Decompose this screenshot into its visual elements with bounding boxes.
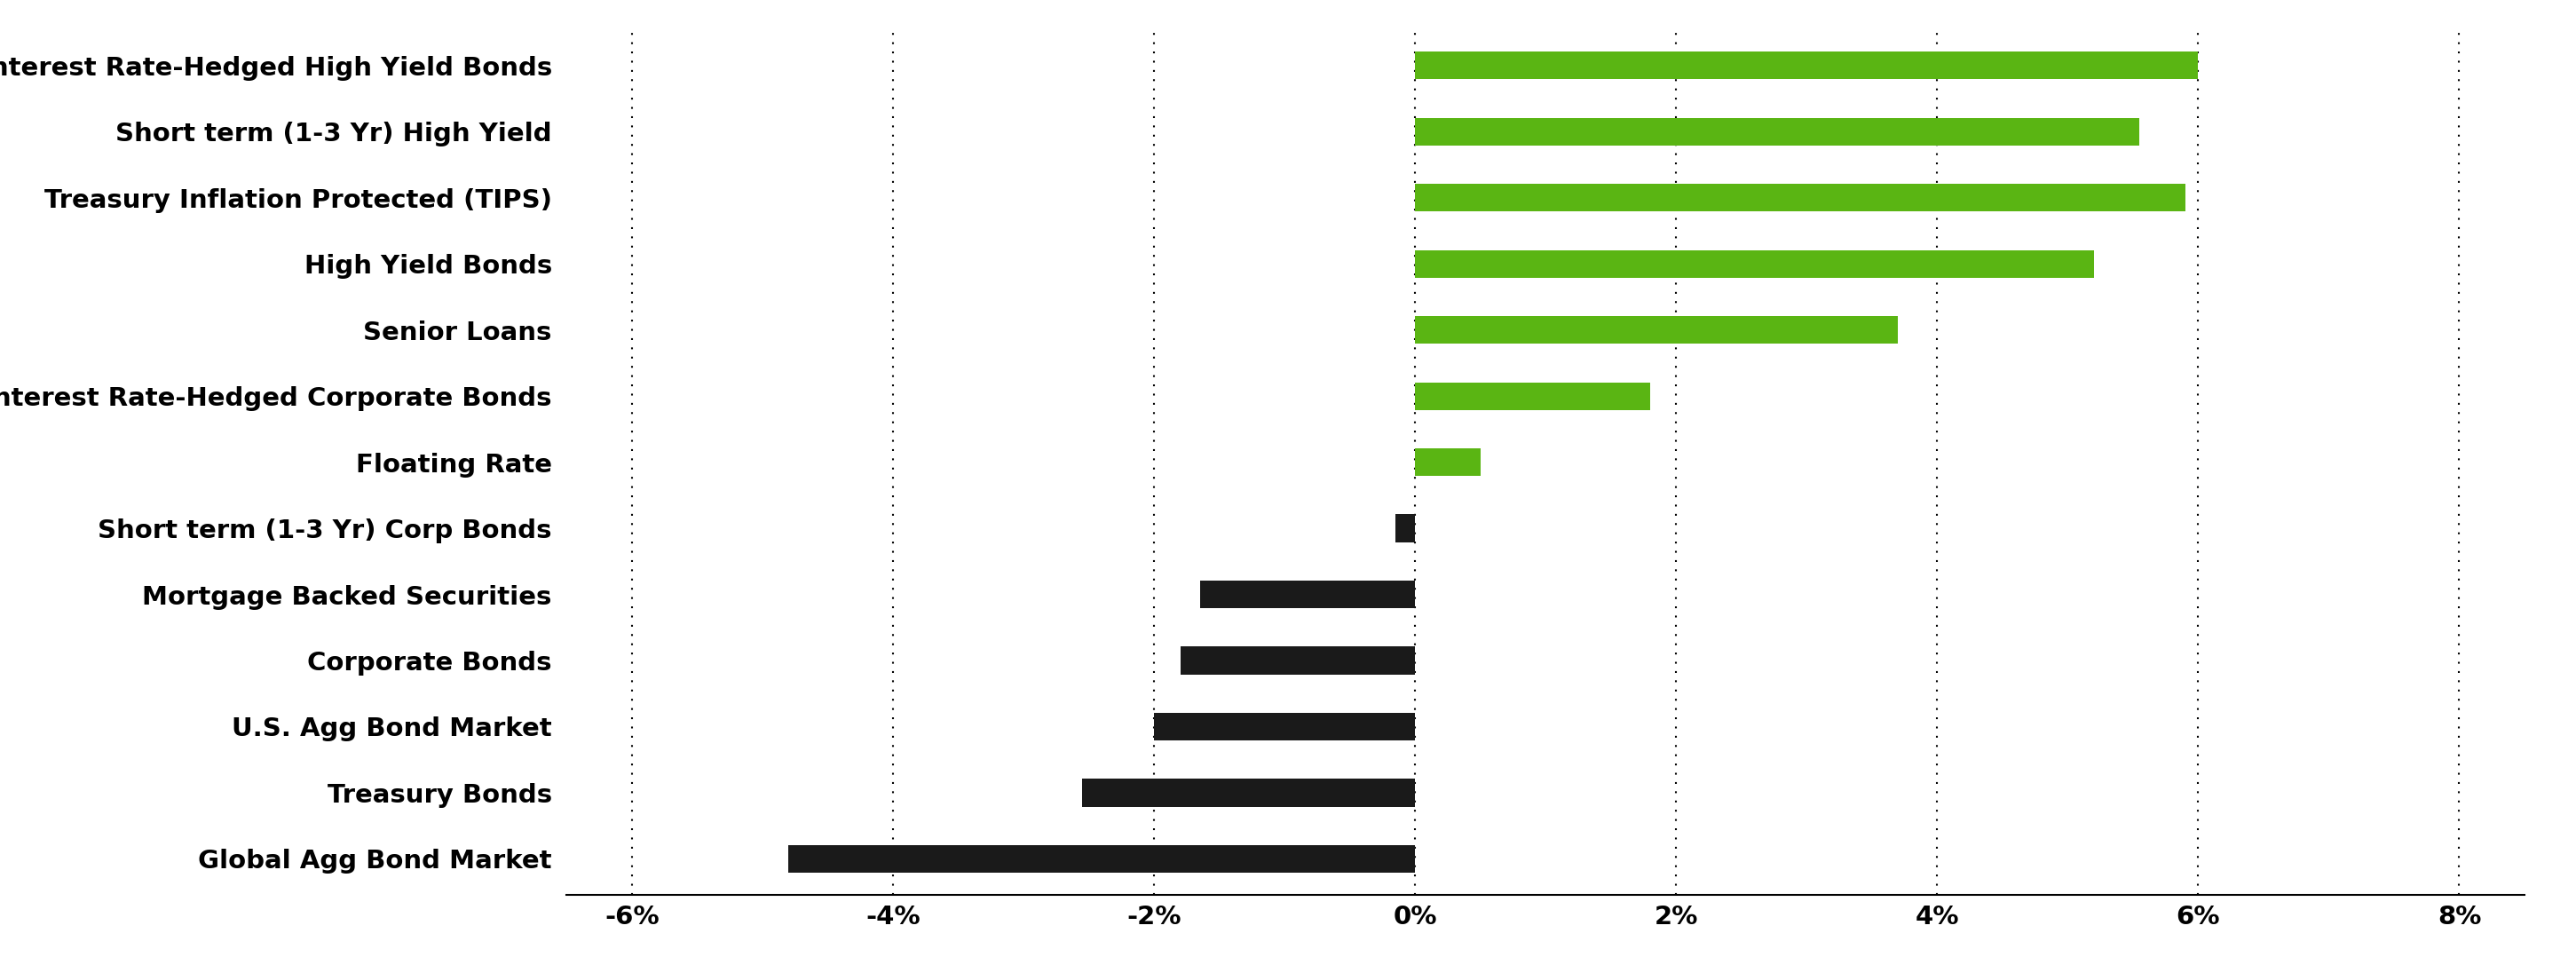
Bar — [1414, 118, 2141, 146]
Bar — [1414, 250, 2094, 277]
Bar — [1414, 382, 1651, 410]
Bar — [1414, 52, 2197, 80]
Bar — [1180, 647, 1414, 674]
Bar — [788, 845, 1414, 873]
Bar — [1154, 712, 1414, 740]
Bar — [1414, 449, 1481, 476]
Bar — [1414, 184, 2184, 212]
Bar — [1396, 515, 1414, 542]
Bar — [1414, 316, 1899, 343]
Bar — [1082, 778, 1414, 807]
Bar — [1200, 581, 1414, 608]
